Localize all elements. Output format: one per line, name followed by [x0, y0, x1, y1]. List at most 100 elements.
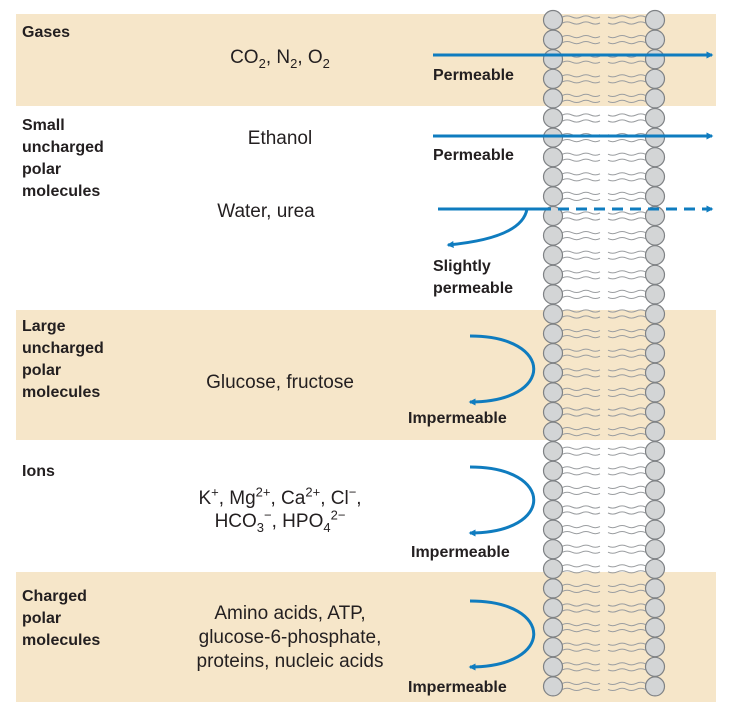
lipid-head	[644, 362, 666, 383]
lipid-tail	[562, 629, 601, 633]
lipid-tail	[562, 80, 601, 84]
lipid-head	[644, 284, 666, 305]
lipid-tail	[562, 237, 601, 241]
lipid-tail	[607, 374, 646, 378]
lipid-head	[542, 480, 564, 501]
label-gases-permeable: Permeable	[433, 67, 514, 84]
lipid-tail	[607, 407, 646, 411]
molecules-ions: K+, Mg2+, Ca2+, Cl−, HCO3−, HPO42−	[198, 484, 362, 535]
lipid-tail	[607, 191, 646, 195]
lipid-head	[644, 147, 666, 168]
lipid-tail	[562, 603, 601, 607]
lipid-tail	[607, 172, 646, 176]
lipid-head	[644, 225, 666, 246]
lipid-tail	[607, 472, 646, 476]
lipid-tail	[607, 446, 646, 450]
lipid-tail	[562, 485, 601, 489]
arrow-water-reflect	[446, 208, 529, 248]
lipid-head	[542, 49, 564, 70]
lipid-head	[644, 49, 666, 70]
lipid-tail	[607, 197, 646, 201]
lipid-tail	[562, 668, 601, 672]
lipid-tail	[562, 139, 601, 143]
lipid-tail	[562, 564, 601, 568]
lipid-head	[644, 401, 666, 423]
lipid-head	[542, 166, 564, 187]
molecules-water-urea: Water, urea	[217, 201, 315, 222]
molecules-gases: CO2, N2, O2	[230, 47, 330, 71]
lipid-tail	[607, 589, 646, 593]
lipid-head	[644, 186, 666, 207]
lipid-tail	[607, 237, 646, 241]
lipid-tail	[562, 687, 601, 691]
lipid-tail	[562, 60, 601, 64]
lipid-head	[644, 205, 666, 227]
lipid-tail	[607, 178, 646, 182]
lipid-head	[644, 480, 666, 501]
lipid-tail	[562, 368, 601, 372]
lipid-tail	[562, 413, 601, 417]
lipid-head	[644, 303, 666, 325]
arrows	[433, 51, 714, 671]
lipid-head	[644, 264, 666, 285]
lipid-tail	[562, 99, 601, 103]
lipid-tail	[562, 41, 601, 45]
lipid-tail	[562, 609, 601, 613]
lipid-tail	[562, 374, 601, 378]
lipid-tail	[607, 354, 646, 358]
lipid-tail	[607, 152, 646, 156]
lipid-tail	[562, 662, 601, 666]
lipid-tail	[562, 589, 601, 593]
lipid-head	[644, 107, 666, 129]
label-ethanol-permeable: Permeable	[433, 147, 514, 164]
lipid-tail	[562, 158, 601, 162]
lipid-tail	[562, 354, 601, 358]
lipid-tail	[607, 681, 646, 685]
lipid-tail	[562, 681, 601, 685]
lipid-tail	[607, 525, 646, 529]
band-gases	[16, 14, 716, 106]
lipid-tail	[607, 289, 646, 293]
lipid-tail	[607, 648, 646, 652]
lipid-head	[542, 617, 564, 638]
lipid-tail	[607, 485, 646, 489]
lipid-tail	[607, 99, 646, 103]
label-water-slightly-permeable: Slightly permeable	[433, 258, 514, 297]
lipid-head	[644, 9, 666, 31]
molecules-charged-polar: Amino acids, ATP, glucose-6-phosphate, p…	[196, 603, 384, 672]
lipid-head	[644, 166, 666, 187]
band-charged-polar	[16, 572, 716, 702]
lipid-tail	[562, 393, 601, 397]
lipid-head	[644, 29, 666, 50]
lipid-tail	[607, 387, 646, 391]
lipid-head	[542, 284, 564, 305]
lipid-tail	[562, 178, 601, 182]
lipid-head	[542, 519, 564, 540]
lipid-head	[644, 539, 666, 560]
lipid-tail	[562, 315, 601, 319]
lipid-head	[542, 401, 564, 423]
lipid-head	[542, 323, 564, 344]
arrow-large-reflect	[468, 334, 536, 406]
lipid-tail	[607, 531, 646, 535]
lipid-tail	[607, 466, 646, 470]
lipid-head	[542, 676, 564, 697]
lipid-tail	[607, 80, 646, 84]
lipid-tail	[562, 511, 601, 515]
lipid-tail	[562, 570, 601, 574]
lipid-head	[644, 68, 666, 89]
lipid-tail	[607, 231, 646, 235]
lipid-head	[542, 245, 564, 266]
lipid-head	[542, 460, 564, 481]
lipid-tail	[607, 211, 646, 215]
lipid-tail	[607, 119, 646, 123]
lipid-tail	[607, 21, 646, 25]
label-ions-impermeable: Impermeable	[411, 544, 510, 561]
lipid-tail	[607, 329, 646, 333]
lipid-tail	[607, 348, 646, 352]
lipid-tail	[607, 433, 646, 437]
lipid-tail	[562, 256, 601, 260]
lipid-tail	[607, 393, 646, 397]
lipid-tail	[562, 335, 601, 339]
